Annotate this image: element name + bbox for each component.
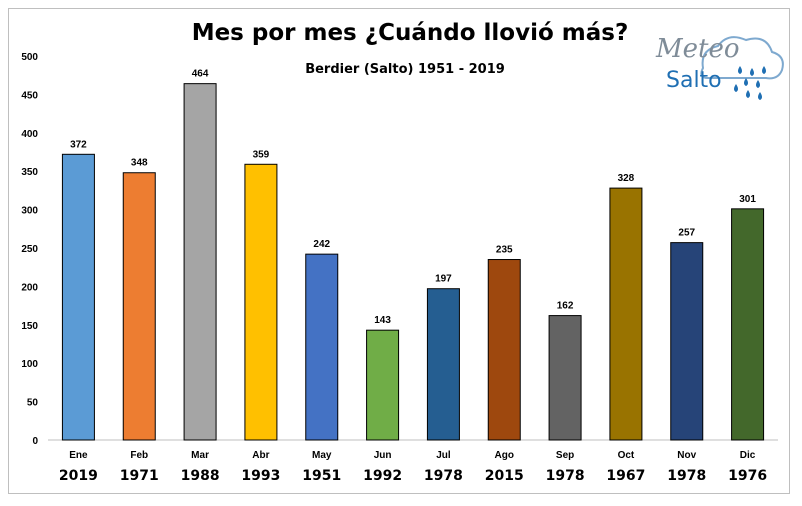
bar [122, 172, 156, 441]
bar [670, 242, 704, 441]
year-label: 1978 [546, 468, 585, 484]
data-label: 328 [618, 173, 635, 184]
bar [426, 288, 460, 441]
data-label: 372 [70, 139, 87, 150]
logo-text-salto: Salto [666, 68, 722, 93]
x-tick-label: Mar [191, 450, 209, 461]
data-label: 257 [678, 228, 695, 239]
x-tick-label: Ago [495, 450, 514, 461]
year-label: 1976 [728, 468, 767, 484]
year-label: 1992 [363, 468, 402, 484]
year-label: 1951 [302, 468, 341, 484]
year-label: 1993 [241, 468, 280, 484]
x-tick-label: Abr [252, 450, 269, 461]
x-tick-label: May [312, 450, 332, 461]
x-tick-label: Jun [374, 450, 392, 461]
data-label: 197 [435, 274, 452, 285]
x-tick-label: Jul [436, 450, 451, 461]
y-tick-label: 350 [21, 167, 38, 178]
data-label: 162 [557, 301, 574, 312]
y-tick-label: 0 [32, 436, 38, 447]
year-label: 1988 [181, 468, 220, 484]
cloud-rain-icon [700, 36, 784, 100]
x-tick-label: Ene [69, 450, 88, 461]
x-tick-label: Dic [740, 450, 756, 461]
y-tick-label: 100 [21, 359, 38, 370]
year-label: 1978 [667, 468, 706, 484]
y-tick-label: 200 [21, 282, 38, 293]
data-label: 359 [253, 149, 270, 160]
x-tick-label: Nov [677, 450, 696, 461]
y-tick-label: 450 [21, 90, 38, 101]
data-label: 143 [374, 315, 391, 326]
x-tick-label: Feb [130, 450, 148, 461]
year-label: 2015 [485, 468, 524, 484]
year-label: 1971 [120, 468, 159, 484]
meteo-salto-logo: Meteo Salto [648, 28, 788, 108]
chart-subtitle: Berdier (Salto) 1951 - 2019 [305, 62, 505, 77]
y-tick-label: 400 [21, 129, 38, 140]
year-label: 2019 [59, 468, 98, 484]
bar [183, 83, 217, 441]
bar [61, 153, 95, 441]
y-tick-label: 50 [27, 398, 39, 409]
bar [609, 187, 643, 441]
y-tick-label: 300 [21, 206, 38, 217]
data-label: 235 [496, 245, 513, 256]
data-label: 348 [131, 158, 148, 169]
bar [366, 329, 400, 441]
x-tick-label: Sep [556, 450, 574, 461]
y-tick-label: 150 [21, 321, 38, 332]
bar [548, 315, 582, 441]
bar [731, 208, 765, 441]
year-label: 1978 [424, 468, 463, 484]
logo-text-meteo: Meteo [656, 34, 740, 64]
bar [244, 163, 278, 441]
data-label: 301 [739, 194, 756, 205]
data-label: 242 [313, 239, 330, 250]
year-label: 1967 [606, 468, 645, 484]
bar [305, 253, 339, 441]
x-tick-label: Oct [618, 450, 635, 461]
chart-title: Mes por mes ¿Cuándo llovió más? [191, 20, 629, 46]
bar [487, 259, 521, 441]
data-label: 464 [192, 69, 209, 80]
y-tick-label: 250 [21, 244, 38, 255]
y-tick-label: 500 [21, 52, 38, 63]
